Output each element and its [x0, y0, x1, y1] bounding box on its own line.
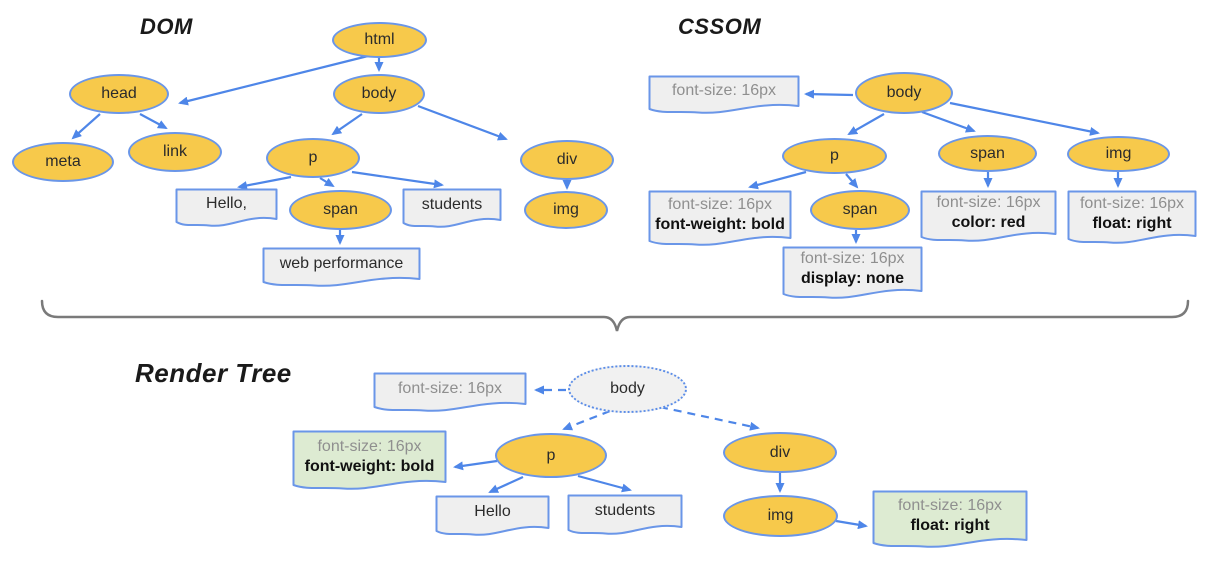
render-node-p: p — [495, 433, 607, 478]
cssom-style-box-p: font-size: 16px font-weight: bold — [648, 190, 792, 248]
dom-node-p: p — [266, 138, 360, 178]
dom-node-img: img — [524, 191, 608, 229]
dom-node-span: span — [289, 190, 392, 230]
dom-node-link: link — [128, 132, 222, 172]
cssom-style-box-span: font-size: 16px color: red — [920, 190, 1057, 244]
render-style-box-img: font-size: 16px float: right — [872, 490, 1028, 550]
cssom-node-body: body — [855, 72, 953, 114]
cssom-style-box-span-child: font-size: 16px display: none — [782, 246, 923, 301]
cssom-node-img: img — [1067, 136, 1170, 172]
section-title-render-tree: Render Tree — [135, 358, 292, 388]
brace — [40, 299, 1190, 332]
render-textbox-hello: Hello — [435, 495, 550, 538]
dom-textbox-hello: Hello, — [175, 188, 278, 229]
cssom-style-box-body: font-size: 16px — [648, 75, 800, 116]
dom-textbox-web-performance: web performance — [262, 247, 421, 289]
dom-node-body: body — [333, 74, 425, 114]
cssom-style-box-img: font-size: 16px float: right — [1067, 190, 1197, 246]
cssom-node-span-child: span — [810, 190, 910, 230]
dom-textbox-students: students — [402, 188, 502, 230]
render-style-box-p: font-size: 16px font-weight: bold — [292, 430, 447, 492]
dom-node-html: html — [332, 22, 427, 58]
render-textbox-students: students — [567, 494, 683, 537]
section-title-cssom: CSSOM — [678, 14, 762, 39]
cssom-node-p: p — [782, 138, 887, 174]
render-node-body: body — [568, 365, 687, 413]
render-node-div: div — [723, 432, 837, 473]
dom-node-head: head — [69, 74, 169, 114]
render-node-img: img — [723, 495, 838, 537]
render-style-box-body: font-size: 16px — [373, 372, 527, 414]
dom-node-meta: meta — [12, 142, 114, 182]
cssom-node-span: span — [938, 135, 1037, 172]
dom-node-div: div — [520, 140, 614, 180]
section-title-dom: DOM — [140, 14, 193, 39]
